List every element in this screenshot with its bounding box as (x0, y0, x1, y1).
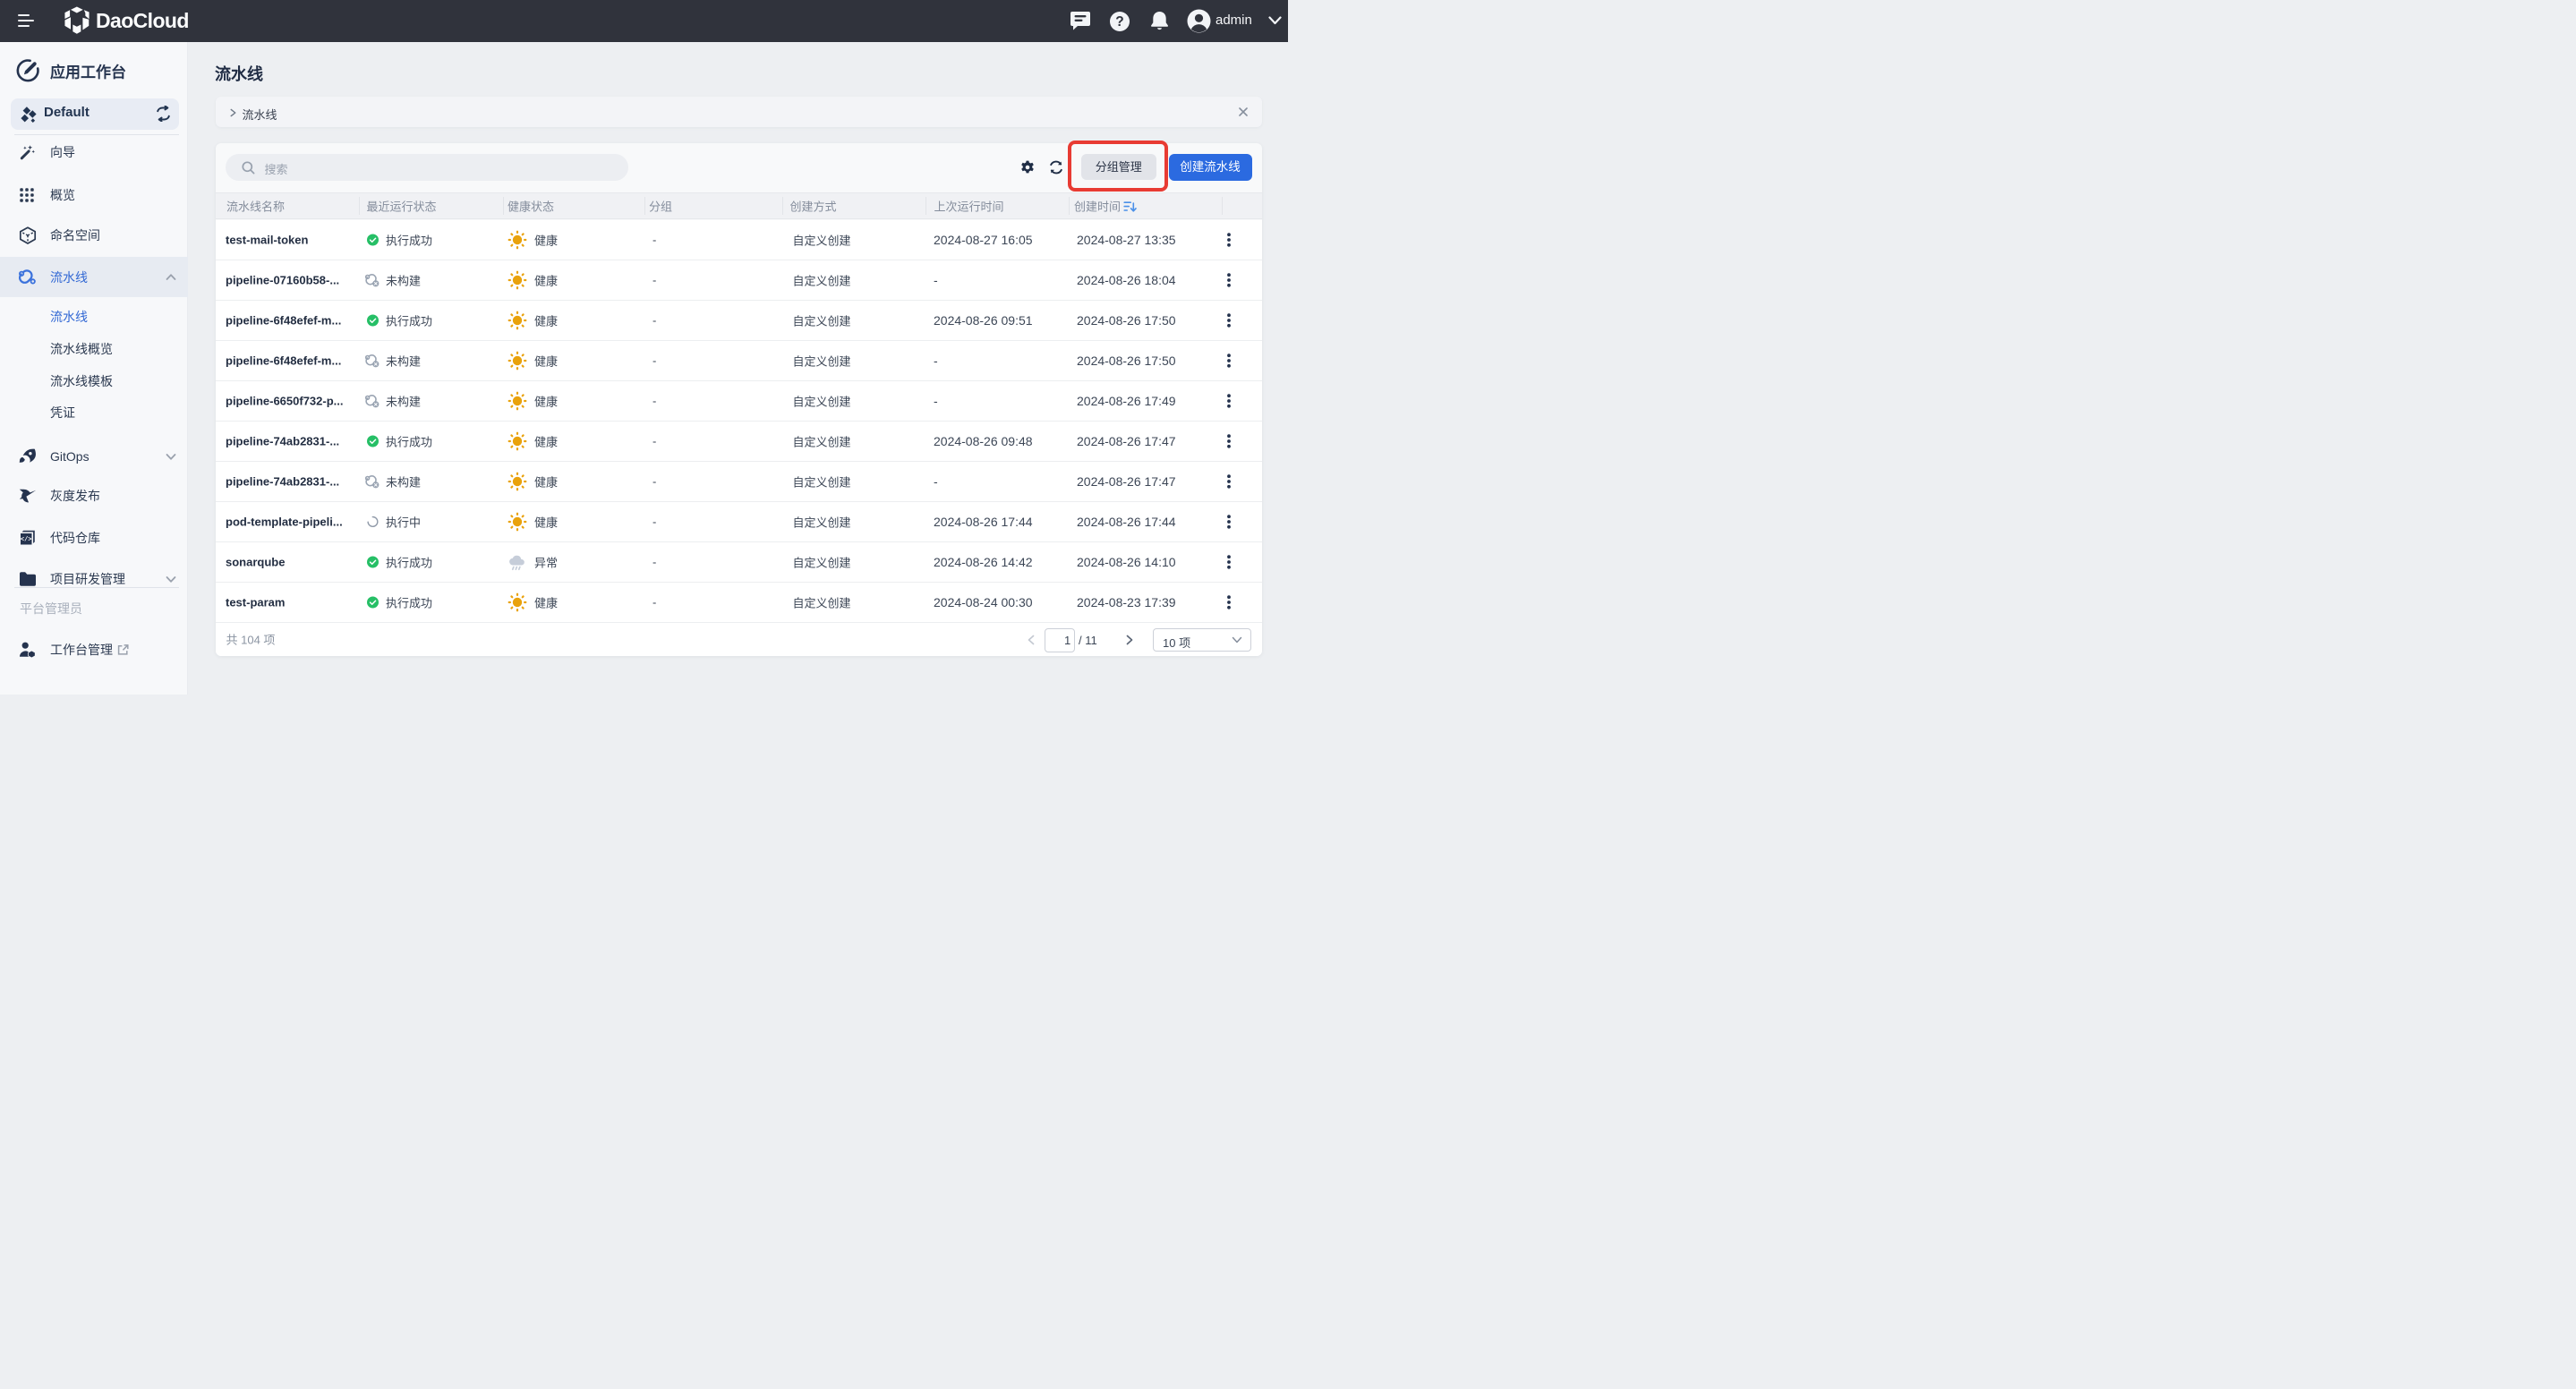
svg-text:</>: </> (21, 536, 32, 543)
svg-text:?: ? (1115, 14, 1123, 30)
